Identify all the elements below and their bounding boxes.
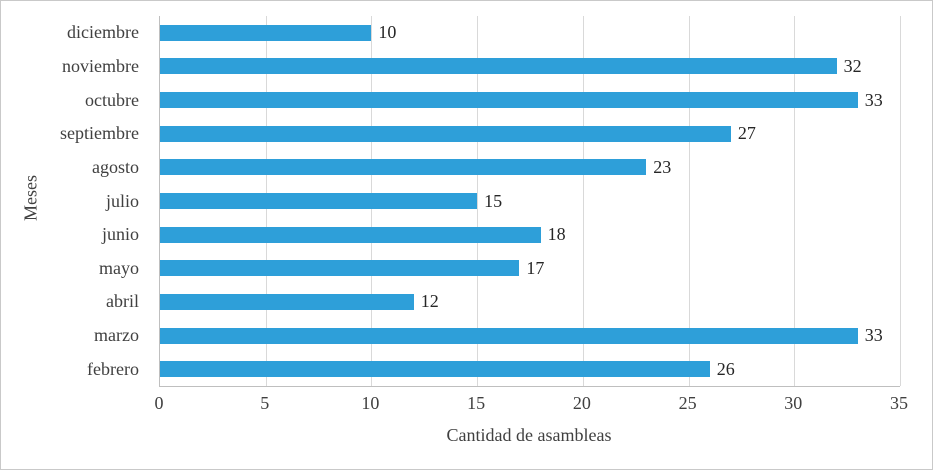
value-label: 27: [737, 123, 756, 144]
bar-row: 33: [160, 83, 900, 117]
x-tick-label: 20: [572, 393, 591, 413]
bar-row: 33: [160, 319, 900, 353]
plot-area: 10 32 33 27 23 15 18 17 12 33 26: [159, 16, 901, 387]
bar-row: 12: [160, 285, 900, 319]
category-label: junio: [101, 224, 139, 245]
gridline: [794, 16, 796, 386]
bar-row: 23: [160, 151, 900, 185]
value-label: 18: [547, 224, 566, 245]
bar: [160, 361, 710, 378]
gridline: [900, 16, 901, 386]
gridline: [582, 16, 584, 386]
value-label: 17: [526, 257, 545, 278]
x-tick-label: 0: [154, 393, 164, 413]
x-tick-label: 5: [260, 393, 270, 413]
value-label: 12: [420, 291, 439, 312]
bar-row: 26: [160, 352, 900, 386]
category-label: julio: [105, 190, 139, 211]
value-label: 33: [864, 89, 883, 110]
bar-series: 10 32 33 27 23 15 18 17 12 33 26: [160, 16, 900, 386]
bar: [160, 159, 647, 176]
value-label: 32: [843, 55, 862, 76]
category-label: diciembre: [67, 22, 139, 43]
bar-row: 32: [160, 50, 900, 84]
bar: [160, 293, 414, 310]
value-label: 23: [653, 156, 672, 177]
category-label: septiembre: [60, 123, 139, 144]
gridline: [477, 16, 479, 386]
x-axis-ticks: 0 5 10 15 20 25 30 35: [155, 393, 909, 415]
bar-row: 17: [160, 251, 900, 285]
x-tick-label: 30: [784, 393, 803, 413]
gridline: [688, 16, 690, 386]
category-label: marzo: [94, 325, 139, 346]
bar-row: 15: [160, 184, 900, 218]
bar-row: 18: [160, 218, 900, 252]
x-axis-title: Cantidad de asambleas: [446, 425, 612, 445]
bar: [160, 226, 541, 243]
bar: [160, 125, 731, 142]
x-tick-label: 25: [678, 393, 697, 413]
bar: [160, 24, 372, 41]
bar-row: 27: [160, 117, 900, 151]
category-axis: diciembre noviembre octubre septiembre agost…: [1, 16, 149, 386]
value-label: 10: [378, 22, 397, 43]
bar: [160, 327, 858, 344]
category-label: noviembre: [62, 55, 139, 76]
x-tick-label: 35: [890, 393, 908, 413]
value-label: 15: [484, 190, 503, 211]
category-label: abril: [106, 291, 139, 312]
value-label: 26: [716, 358, 735, 379]
x-tick-label: 15: [467, 393, 486, 413]
bar: [160, 193, 478, 210]
bar: [160, 58, 837, 75]
bar: [160, 92, 858, 109]
bar-row: 10: [160, 16, 900, 50]
x-tick-label: 10: [361, 393, 380, 413]
value-label: 33: [864, 325, 883, 346]
category-label: febrero: [87, 358, 139, 379]
bar: [160, 260, 520, 277]
category-label: agosto: [92, 156, 139, 177]
category-label: mayo: [99, 257, 139, 278]
category-label: octubre: [85, 89, 139, 110]
